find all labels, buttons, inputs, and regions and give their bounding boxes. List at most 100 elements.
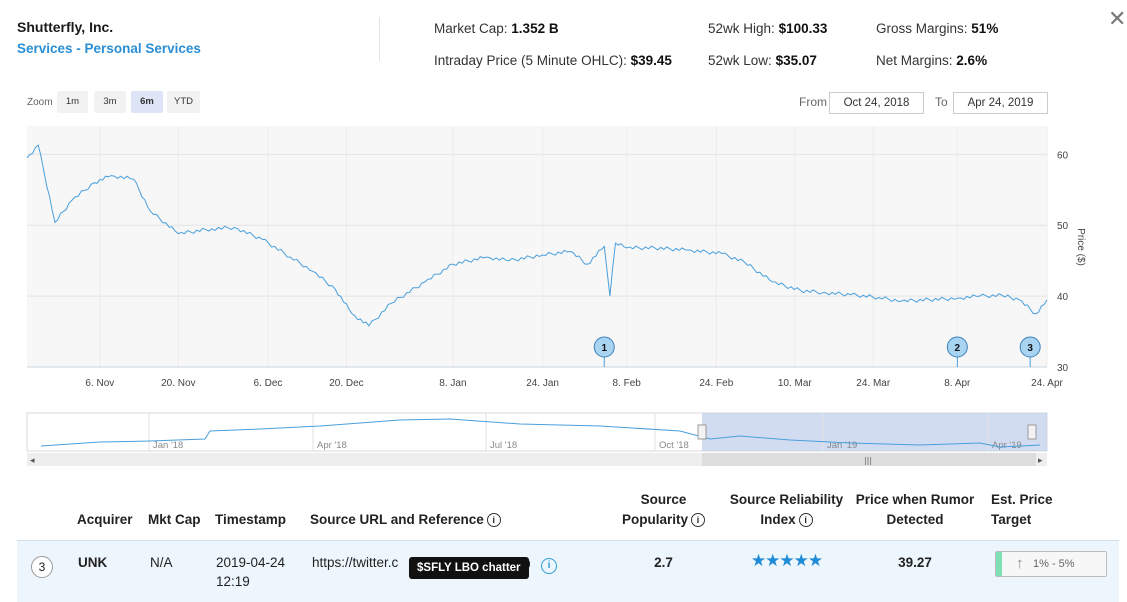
info-icon[interactable]: i	[691, 513, 705, 528]
arrow-up-icon: ↑	[1016, 555, 1024, 572]
col-mktcap: Mkt Cap	[148, 512, 201, 527]
row-info-icon[interactable]: i	[541, 558, 557, 574]
row-timestamp-time: 12:19	[216, 574, 250, 589]
navigator-label: Jul '18	[490, 440, 517, 451]
flag-marker	[1019, 336, 1041, 358]
col-timestamp: Timestamp	[215, 512, 287, 527]
col-popularity-line1: Source	[640, 492, 687, 507]
info-icon[interactable]: i	[798, 513, 813, 528]
price-chart[interactable]: 6. Nov 20. Nov 6. Dec 20. Dec 8. Jan 24. Jan 8…	[0, 120, 1127, 400]
x-tick-label: 10. Mar	[778, 378, 813, 389]
col-price-detected: Price when Rumor Detected	[855, 490, 975, 530]
net-margins: Net Margins: 2.6%	[876, 53, 987, 68]
flag-label: 1	[601, 343, 607, 354]
52wk-low: 52wk Low: $35.07	[708, 53, 817, 68]
flag-marker	[593, 336, 615, 358]
col-source-url-label: Source URL and Reference	[310, 512, 484, 527]
zoom-1m-button[interactable]: 1m	[57, 91, 88, 113]
y-tick-label: 30	[1057, 363, 1069, 374]
from-date-input[interactable]: Oct 24, 2018	[829, 92, 924, 114]
y-tick-label: 40	[1057, 292, 1069, 303]
x-tick-label: 24. Mar	[856, 378, 891, 389]
col-source-url: Source URL and Reference i	[310, 510, 501, 530]
zoom-3m-button[interactable]: 3m	[94, 91, 126, 113]
col-popularity: Source Popularity i	[616, 490, 711, 530]
navigator-label: Apr '18	[317, 440, 347, 451]
table-row[interactable]	[17, 540, 1119, 602]
range-navigator[interactable]: Jan '18 Apr '18 Jul '18 Oct '18 Jan '19 Apr '…	[0, 405, 1127, 470]
from-label: From	[799, 95, 827, 109]
zoom-6m-button[interactable]: 6m	[131, 91, 163, 113]
52wk-high-value: $100.33	[778, 21, 828, 36]
sector-link[interactable]: Services - Personal Services	[17, 41, 201, 56]
source-tooltip: $SFLY LBO chatter	[409, 557, 529, 579]
col-reliability-label: Index	[760, 512, 796, 527]
row-index-badge: 3	[31, 556, 53, 578]
price-target-bar	[996, 552, 1002, 576]
x-tick-label: 24. Feb	[699, 378, 733, 389]
row-acquirer: UNK	[78, 555, 108, 570]
market-cap-value: 1.352 B	[511, 21, 559, 36]
flag-label: 2	[955, 343, 961, 354]
price-target-text: 1% - 5%	[1033, 558, 1075, 570]
market-cap-label: Market Cap:	[434, 21, 508, 36]
scroll-right-icon: ▸	[1038, 456, 1043, 466]
info-icon[interactable]: i	[486, 513, 501, 528]
intraday-price: Intraday Price (5 Minute OHLC): $39.45	[434, 53, 672, 68]
market-cap: Market Cap: 1.352 B	[434, 21, 559, 36]
close-icon[interactable]: ✕	[1108, 6, 1127, 31]
navigator-label: Apr '19	[992, 440, 1022, 451]
col-target-line1: Est. Price	[991, 492, 1053, 507]
to-date-input[interactable]: Apr 24, 2019	[953, 92, 1048, 114]
col-price-detected-line1: Price when Rumor	[855, 492, 975, 507]
y-tick-label: 50	[1057, 221, 1069, 232]
52wk-high-label: 52wk High:	[708, 21, 775, 36]
navigator-handle	[1027, 424, 1037, 440]
col-price-detected-line2: Detected	[886, 512, 944, 527]
flag-marker	[946, 336, 968, 358]
col-popularity-label: Popularity	[621, 512, 688, 527]
52wk-low-value: $35.07	[775, 53, 817, 68]
to-label: To	[935, 95, 948, 109]
x-tick-label: 24. Jan	[526, 378, 559, 389]
row-popularity: 2.7	[654, 555, 673, 570]
gross-margins-value: 51%	[971, 21, 999, 36]
y-axis-title: Price ($)	[1075, 228, 1086, 266]
x-tick-label: 6. Nov	[85, 378, 114, 389]
x-tick-label: 8. Feb	[612, 378, 641, 389]
col-popularity-line2: Popularity i	[616, 510, 711, 530]
navigator-label: Jan '19	[827, 440, 857, 451]
x-tick-label: 20. Nov	[161, 378, 195, 389]
net-margins-value: 2.6%	[956, 53, 988, 68]
col-target-line2: Target	[991, 512, 1032, 527]
navigator-line	[40, 418, 1041, 448]
intraday-value: $39.45	[630, 53, 672, 68]
intraday-label: Intraday Price (5 Minute OHLC):	[434, 53, 627, 68]
y-tick-label: 60	[1057, 150, 1069, 161]
row-source-url-link[interactable]: https://twitter.c	[312, 555, 399, 570]
col-reliability: Source Reliability Index i	[729, 490, 844, 530]
row-price-detected: 39.27	[898, 555, 932, 570]
navigator-label: Oct '18	[659, 440, 689, 451]
gross-margins: Gross Margins: 51%	[876, 21, 998, 36]
col-reliability-line2: Index i	[729, 510, 844, 530]
zoom-ytd-button[interactable]: YTD	[167, 91, 200, 113]
scrollbar-thumb	[702, 453, 1036, 466]
net-margins-label: Net Margins:	[876, 53, 953, 68]
col-acquirer: Acquirer	[77, 512, 133, 527]
x-tick-label: 8. Jan	[439, 378, 466, 389]
header-divider	[379, 17, 380, 61]
navigator-label: Jan '18	[153, 440, 183, 451]
x-tick-label: 8. Apr	[944, 378, 971, 389]
row-mktcap: N/A	[150, 555, 173, 570]
row-reliability-stars: ★★★★★	[750, 551, 823, 570]
scroll-left-icon: ◂	[30, 456, 35, 466]
scroll-grip-icon: |||	[864, 456, 872, 465]
company-name: Shutterfly, Inc.	[17, 19, 114, 35]
x-tick-label: 24. Apr	[1031, 378, 1063, 389]
52wk-high: 52wk High: $100.33	[708, 21, 827, 36]
plot-area	[27, 126, 1047, 367]
x-tick-label: 20. Dec	[329, 378, 363, 389]
row-timestamp-date: 2019-04-24	[216, 555, 286, 570]
zoom-label: Zoom	[27, 97, 53, 108]
